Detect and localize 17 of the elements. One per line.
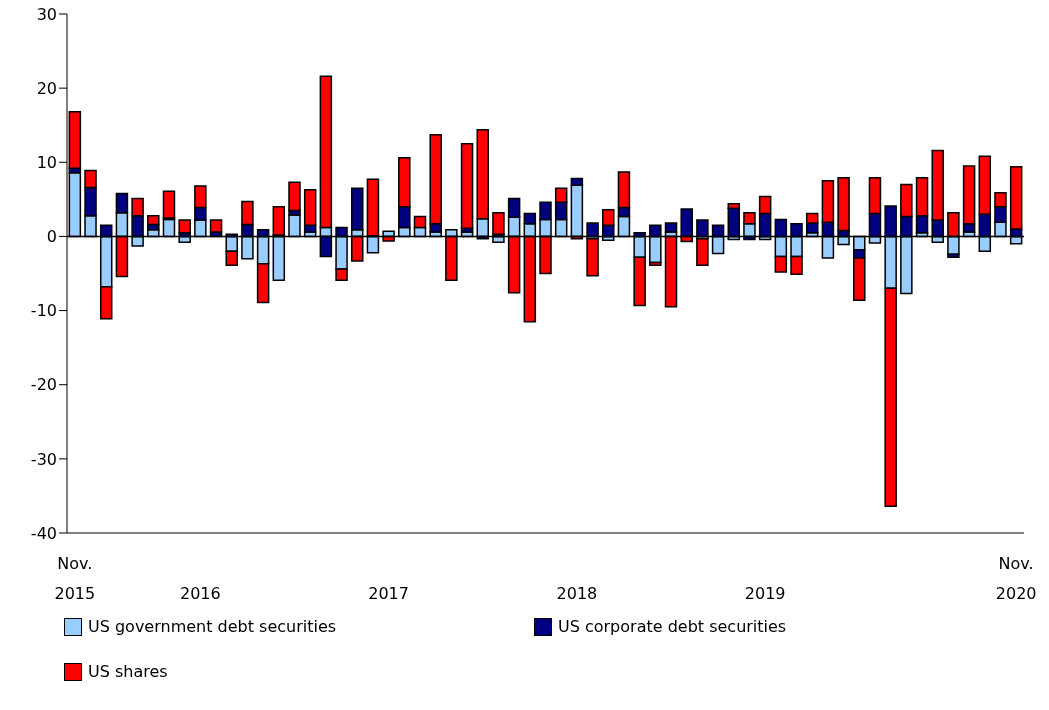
legend-label: US government debt securities [88,617,337,636]
x-tick-label: 2017 [368,584,409,603]
legend-label: US shares [88,662,168,681]
x-tick-label: 2019 [744,584,786,603]
x-tick-label: 2016 [179,584,221,603]
x-tick-label: Nov. 2020 [995,554,1037,603]
y-tick-label: 30 [36,4,57,24]
y-tick-label: -10 [30,301,57,321]
y-tick-label: -30 [30,449,57,469]
x-tick-label: Nov. 2015 [54,554,96,603]
legend-label: US corporate debt securities [558,617,787,636]
y-tick-label: 20 [36,78,57,98]
y-tick-label: 10 [36,152,57,172]
y-tick-label: -20 [30,375,57,395]
x-tick-label: 2018 [556,584,598,603]
y-tick-label: 0 [46,227,57,247]
y-tick-label: -40 [30,523,57,543]
